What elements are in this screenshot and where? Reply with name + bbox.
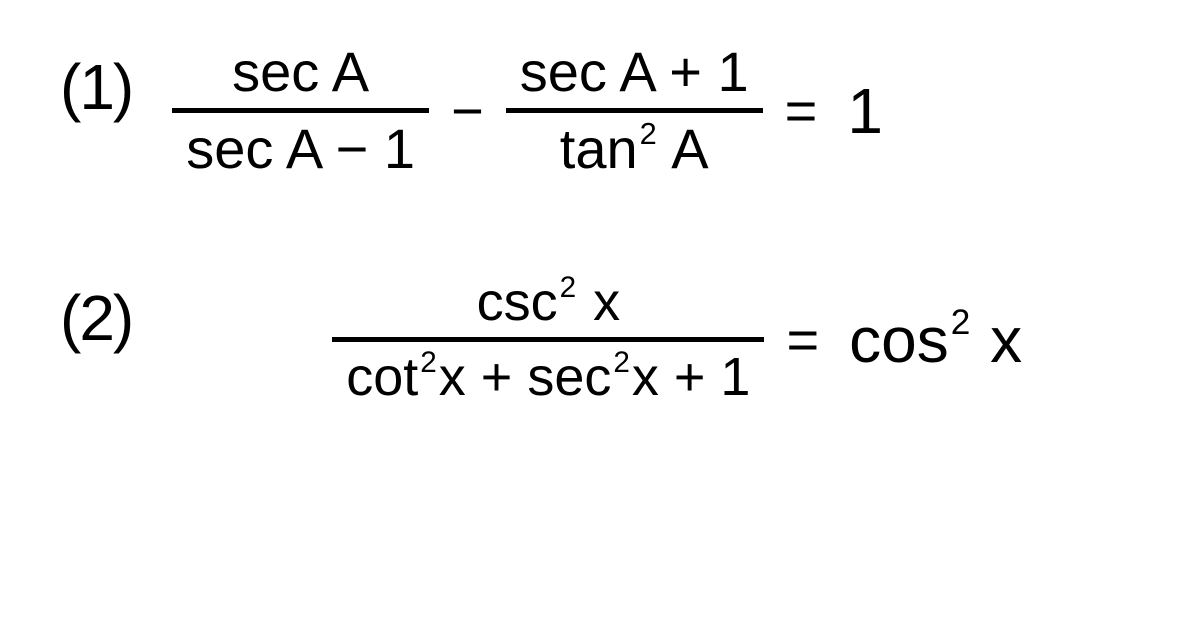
tan-exponent: 2	[638, 116, 659, 151]
fraction-2-bar	[332, 337, 764, 342]
problem-1: (1) sec A sec A − 1 − sec A + 1 tan2 A =…	[60, 40, 1140, 181]
fraction-1a: sec A sec A − 1	[172, 40, 429, 181]
fraction-1a-numerator: sec A	[218, 40, 383, 104]
problem-2-equation: csc2 x cot2x + sec2x + 1 = cos2 x	[172, 271, 1022, 408]
cos-exponent: 2	[949, 303, 973, 342]
fraction-1b-numerator: sec A + 1	[506, 40, 763, 104]
rhs-1: 1	[839, 79, 883, 143]
csc-exponent: 2	[558, 271, 579, 304]
plus-1: +	[466, 347, 528, 407]
sec-text: sec	[527, 347, 611, 407]
sec-exponent: 2	[611, 346, 632, 379]
fraction-2-denominator: cot2x + sec2x + 1	[332, 346, 764, 408]
plus-one-tail: + 1	[659, 347, 751, 407]
tan-arg: A	[659, 117, 709, 180]
cos-arg: x	[972, 304, 1022, 376]
sec-arg: x	[632, 347, 659, 407]
problem-2-label: (2)	[60, 271, 132, 350]
problem-2: (2) csc2 x cot2x + sec2x + 1 = cos2 x	[60, 271, 1140, 408]
cot-arg: x	[439, 347, 466, 407]
csc-arg: x	[578, 272, 620, 332]
equals-2: =	[764, 312, 841, 368]
fraction-1a-denominator: sec A − 1	[172, 117, 429, 181]
fraction-1b: sec A + 1 tan2 A	[506, 40, 763, 181]
tan-text: tan	[560, 117, 638, 180]
fraction-1a-bar	[172, 108, 429, 113]
fraction-1b-denominator: tan2 A	[546, 117, 723, 181]
problem-1-equation: sec A sec A − 1 − sec A + 1 tan2 A = 1	[172, 40, 883, 181]
fraction-2: csc2 x cot2x + sec2x + 1	[332, 271, 764, 408]
fraction-1b-bar	[506, 108, 763, 113]
cot-text: cot	[346, 347, 418, 407]
cot-exponent: 2	[418, 346, 439, 379]
cos-text: cos	[849, 304, 949, 376]
minus-operator: −	[429, 83, 506, 139]
equals-1: =	[763, 83, 840, 139]
fraction-2-numerator: csc2 x	[463, 271, 635, 333]
rhs-2: cos2 x	[841, 308, 1022, 372]
page: (1) sec A sec A − 1 − sec A + 1 tan2 A =…	[0, 0, 1200, 628]
problem-1-label: (1)	[60, 40, 132, 119]
csc-text: csc	[477, 272, 558, 332]
